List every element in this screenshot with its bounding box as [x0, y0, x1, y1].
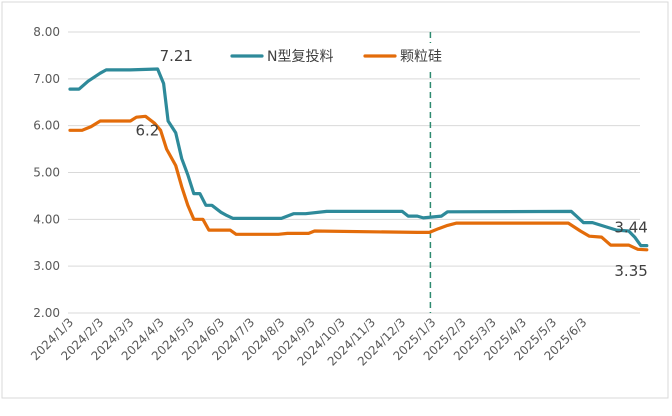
series-lines [68, 67, 649, 252]
y-tick-label: 8.00 [33, 25, 60, 39]
y-tick-label: 5.00 [33, 166, 60, 180]
data-label: 3.44 [614, 219, 647, 237]
legend-label: N型复投料 [267, 48, 333, 65]
data-label: 6.2 [136, 121, 160, 139]
gridlines [68, 31, 640, 314]
y-axis-ticks: 2.00 3.00 4.00 5.00 6.00 7.00 8.00 [33, 25, 60, 320]
series-line-0 [68, 67, 649, 248]
y-tick-label: 6.00 [33, 119, 60, 133]
y-tick-label: 7.00 [33, 72, 60, 86]
y-tick-label: 2.00 [33, 306, 60, 320]
y-tick-label: 4.00 [33, 212, 60, 226]
data-label: 7.21 [160, 47, 193, 65]
series-line-1 [68, 114, 649, 252]
legend: N型复投料 颗粒硅 [215, 43, 455, 69]
y-tick-label: 3.00 [33, 259, 60, 273]
legend-label: 颗粒硅 [400, 49, 442, 65]
data-annotations: 7.21 6.2 3.44 3.35 [136, 47, 648, 280]
data-label: 3.35 [614, 262, 647, 280]
